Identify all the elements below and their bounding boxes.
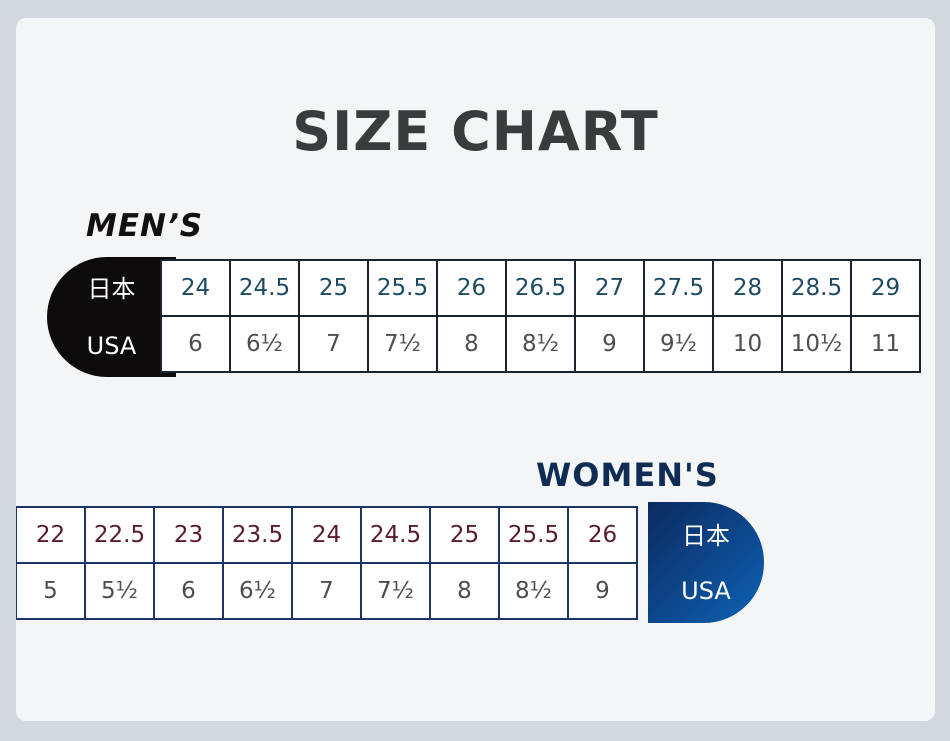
- mens-row-header-block: 日本 USA: [47, 257, 176, 377]
- mens-jp-size-row: 24 24.5 25 25.5 26 26.5 27 27.5 28 28.5 …: [160, 259, 921, 317]
- mens-us-cell: 10½: [781, 315, 852, 373]
- womens-us-cell: 7½: [360, 562, 431, 620]
- mens-jp-cell: 27.5: [643, 259, 714, 317]
- womens-us-cell: 8½: [498, 562, 569, 620]
- page-title: SIZE CHART: [292, 100, 659, 163]
- mens-jp-header: 日本: [87, 274, 136, 303]
- mens-section-label: MEN’S: [86, 208, 204, 244]
- womens-us-cell: 9: [567, 562, 638, 620]
- mens-usa-header: USA: [86, 332, 137, 360]
- womens-usa-header: USA: [681, 577, 731, 605]
- mens-us-cell: 10: [712, 315, 783, 373]
- womens-us-cell: 5½: [84, 562, 155, 620]
- womens-us-cell: 6: [153, 562, 224, 620]
- womens-jp-cell: 24.5: [360, 506, 431, 564]
- mens-us-cell: 7: [298, 315, 369, 373]
- mens-us-cell: 6: [160, 315, 231, 373]
- womens-jp-size-row: 22 22.5 23 23.5 24 24.5 25 25.5 26: [16, 506, 638, 564]
- womens-us-cell: 5: [16, 562, 86, 620]
- womens-jp-cell: 22.5: [84, 506, 155, 564]
- mens-jp-cell: 26.5: [505, 259, 576, 317]
- womens-row-header-block: 日本 USA: [648, 502, 764, 623]
- mens-jp-cell: 26: [436, 259, 507, 317]
- womens-us-cell: 8: [429, 562, 500, 620]
- womens-us-size-row: 5 5½ 6 6½ 7 7½ 8 8½ 9: [16, 562, 638, 620]
- mens-jp-cell: 28: [712, 259, 783, 317]
- mens-us-size-row: 6 6½ 7 7½ 8 8½ 9 9½ 10 10½ 11: [160, 315, 921, 373]
- womens-jp-cell: 25: [429, 506, 500, 564]
- womens-jp-header: 日本: [682, 521, 730, 550]
- mens-us-cell: 11: [850, 315, 921, 373]
- mens-us-cell: 9: [574, 315, 645, 373]
- mens-us-cell: 8: [436, 315, 507, 373]
- mens-jp-cell: 25: [298, 259, 369, 317]
- mens-jp-cell: 25.5: [367, 259, 438, 317]
- womens-us-cell: 6½: [222, 562, 293, 620]
- mens-us-cell: 9½: [643, 315, 714, 373]
- mens-jp-cell: 28.5: [781, 259, 852, 317]
- womens-jp-cell: 23.5: [222, 506, 293, 564]
- mens-us-cell: 8½: [505, 315, 576, 373]
- womens-us-cell: 7: [291, 562, 362, 620]
- mens-us-cell: 6½: [229, 315, 300, 373]
- womens-jp-cell: 24: [291, 506, 362, 564]
- mens-jp-cell: 27: [574, 259, 645, 317]
- size-chart-card: SIZE CHART MEN’S 日本 USA 24 24.5 25 25.5 …: [16, 18, 935, 721]
- mens-us-cell: 7½: [367, 315, 438, 373]
- womens-jp-cell: 25.5: [498, 506, 569, 564]
- mens-jp-cell: 24.5: [229, 259, 300, 317]
- womens-section-label: WOMEN'S: [536, 456, 719, 494]
- womens-jp-cell: 22: [16, 506, 86, 564]
- womens-jp-cell: 23: [153, 506, 224, 564]
- womens-jp-cell: 26: [567, 506, 638, 564]
- mens-jp-cell: 29: [850, 259, 921, 317]
- mens-jp-cell: 24: [160, 259, 231, 317]
